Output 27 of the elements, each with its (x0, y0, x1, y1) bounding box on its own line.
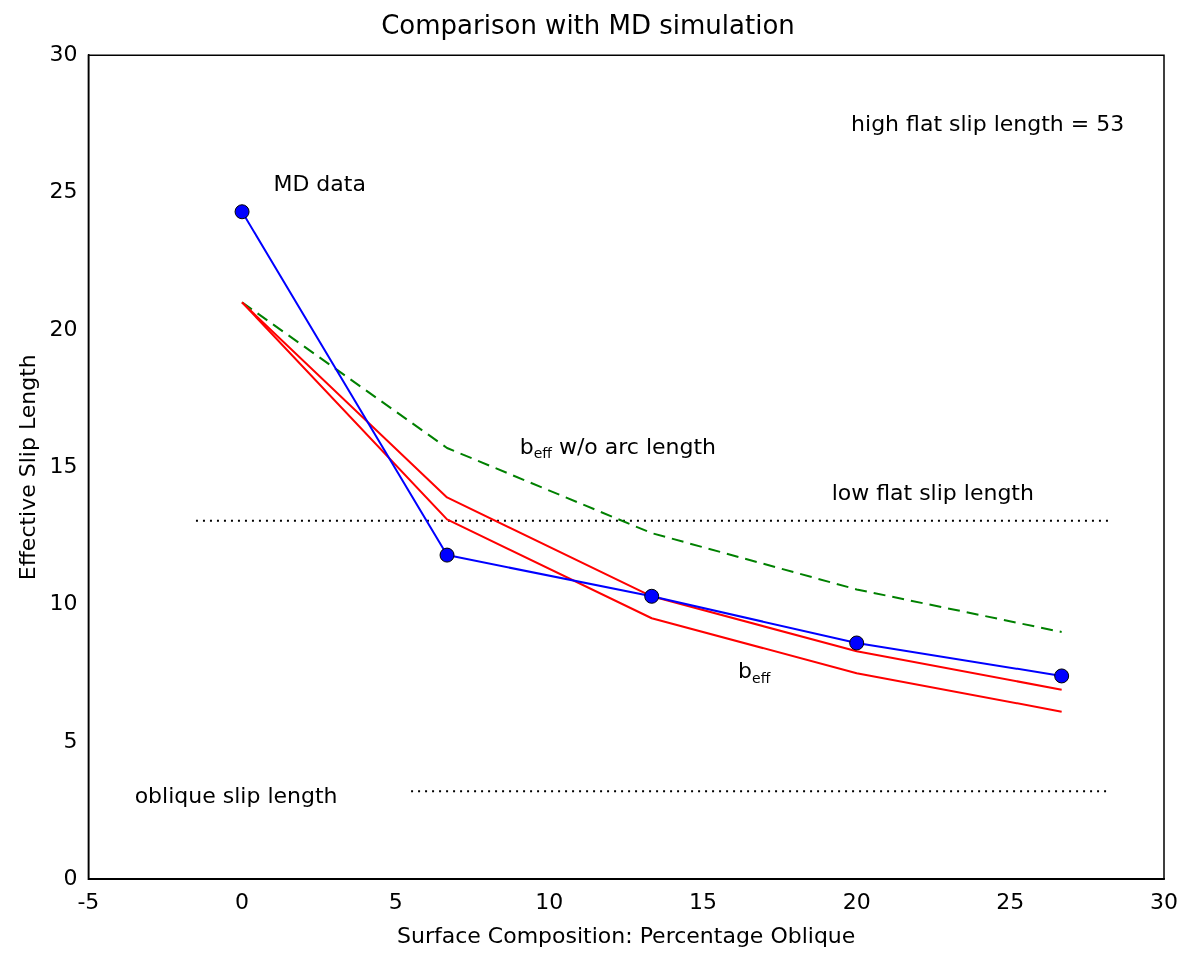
x-axis-title: Surface Composition: Percentage Oblique (397, 922, 856, 948)
annotation: low flat slip length (831, 480, 1034, 506)
annotation: high flat slip length = 53 (851, 110, 1125, 136)
point (644, 588, 660, 604)
annotation: oblique slip length (134, 783, 338, 809)
x-tick-label: 15 (689, 889, 718, 915)
x-tick-label: 25 (996, 889, 1025, 915)
x-tick-label: 10 (535, 889, 564, 915)
annotation: MD data (273, 171, 366, 197)
x-tick-label: 30 (1150, 889, 1178, 915)
chart-title: Comparison with MD simulation (381, 10, 795, 41)
x-tick-label: 20 (842, 889, 871, 915)
y-tick-label: 15 (49, 452, 78, 478)
x-tick-label: -5 (77, 889, 100, 915)
y-tick-label: 5 (63, 727, 78, 753)
point (1054, 668, 1070, 684)
point (234, 204, 250, 220)
x-tick-label: 0 (235, 889, 250, 915)
y-tick-label: 0 (63, 864, 78, 890)
point (849, 635, 865, 651)
y-tick-label: 10 (49, 590, 78, 616)
y-tick-label: 20 (49, 315, 78, 341)
y-tick-label: 25 (49, 178, 78, 204)
x-tick-label: 5 (388, 889, 403, 915)
y-tick-label: 30 (49, 40, 78, 66)
y-axis-title: Effective Slip Length (14, 354, 40, 581)
point (439, 547, 455, 563)
